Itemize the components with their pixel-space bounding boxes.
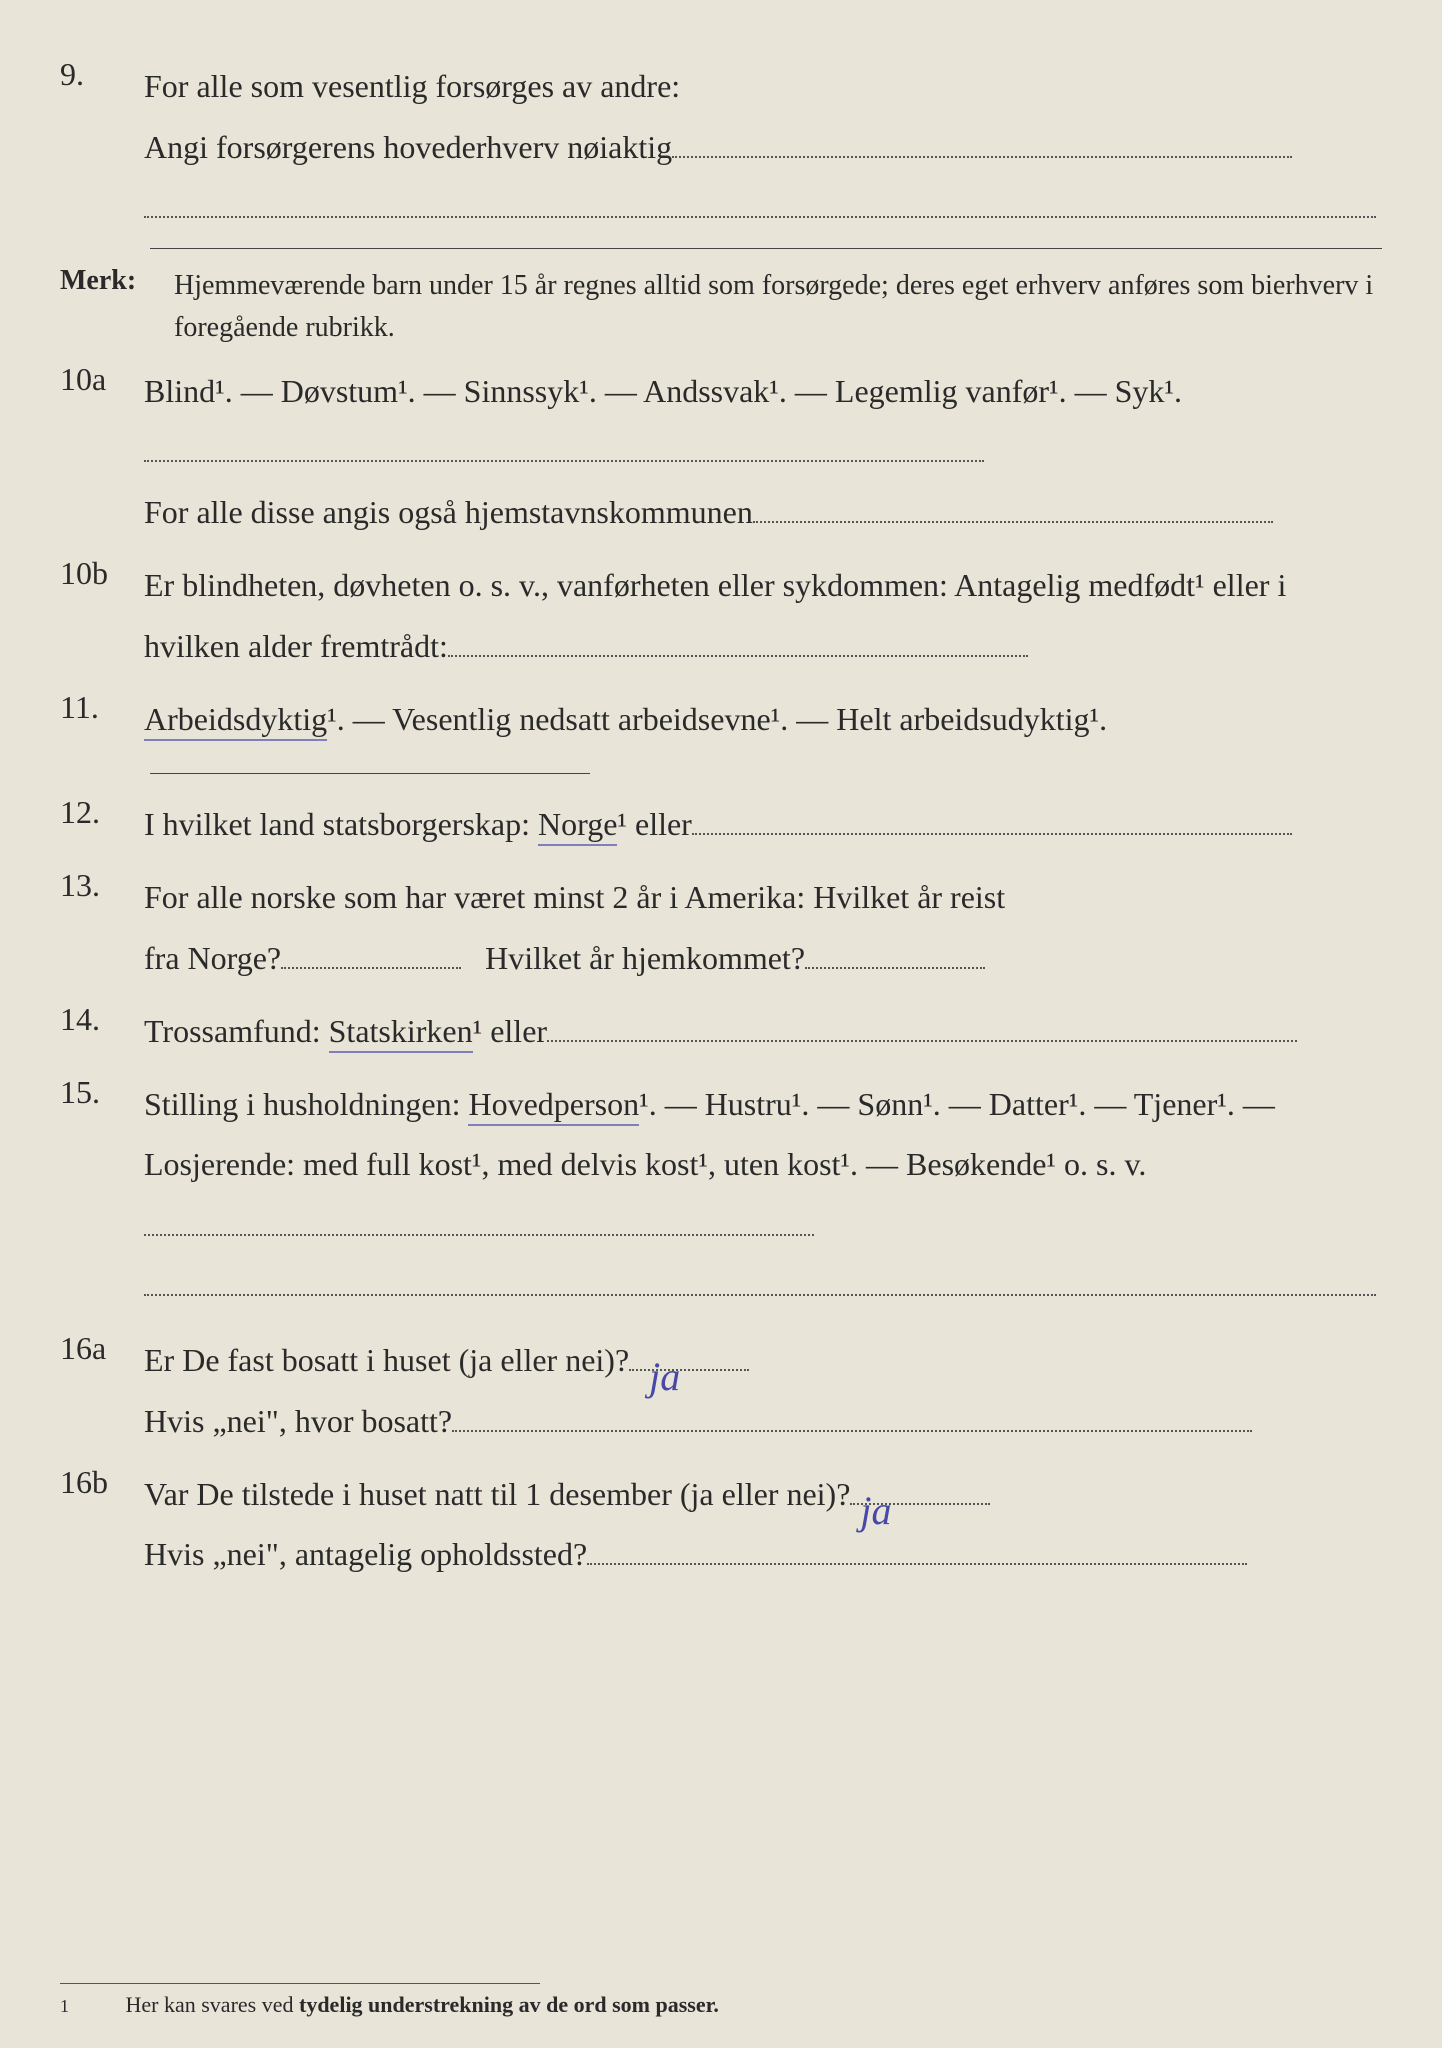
merk-label: Merk: <box>60 265 170 297</box>
q16b-number: 16b <box>60 1464 140 1501</box>
q10b-content: Er blindheten, døvheten o. s. v., vanfør… <box>144 555 1376 677</box>
question-14: 14. Trossamfund: Statskirken¹ eller <box>60 1001 1382 1062</box>
merk-note: Merk: Hjemmeværende barn under 15 år reg… <box>60 265 1382 349</box>
q16b-q1: Var De tilstede i huset natt til 1 desem… <box>144 1476 850 1512</box>
dotted-fill <box>587 1563 1247 1565</box>
q16a-number: 16a <box>60 1330 140 1367</box>
dotted-fill <box>547 1040 1297 1042</box>
q11-content: Arbeidsdyktig¹. — Vesentlig nedsatt arbe… <box>144 689 1376 750</box>
dotted-fill <box>448 655 1028 657</box>
q16a-q1: Er De fast bosatt i huset (ja eller nei)… <box>144 1342 629 1378</box>
question-10a: 10a Blind¹. — Døvstum¹. — Sinnssyk¹. — A… <box>60 361 1382 543</box>
merk-text: Hjemmeværende barn under 15 år regnes al… <box>174 265 1376 349</box>
q16a-q2: Hvis „nei", hvor bosatt? <box>144 1403 452 1439</box>
q9-line1: For alle som vesentlig forsørges av andr… <box>144 68 680 104</box>
q10a-content: Blind¹. — Døvstum¹. — Sinnssyk¹. — Andss… <box>144 361 1376 543</box>
q13-line1: For alle norske som har været minst 2 år… <box>144 879 1005 915</box>
question-13: 13. For alle norske som har været minst … <box>60 867 1382 989</box>
answer-line: ja <box>850 1503 990 1505</box>
dotted-fill <box>672 156 1292 158</box>
q10a-line2: For alle disse angis også hjemstavnskomm… <box>144 494 753 530</box>
q9-line2a: Angi forsørgerens hovederhverv nøiaktig <box>144 129 672 165</box>
q15-underlined: Hovedperson <box>468 1086 639 1122</box>
footnote-text-b: tydelig understrekning av de ord som pas… <box>299 1992 719 2017</box>
q13-line2a: fra Norge? <box>144 940 281 976</box>
q10a-options: Blind¹. — Døvstum¹. — Sinnssyk¹. — Andss… <box>144 373 1182 409</box>
q12-underlined: Norge <box>538 806 617 842</box>
q9-number: 9. <box>60 56 140 93</box>
q16a-answer: ja <box>649 1339 680 1415</box>
divider-short <box>150 773 590 774</box>
dotted-fill <box>692 833 1292 835</box>
q10b-number: 10b <box>60 555 140 592</box>
answer-line: ja <box>629 1369 749 1371</box>
question-16b: 16b Var De tilstede i huset natt til 1 d… <box>60 1464 1382 1586</box>
q11-rest: ¹. — Vesentlig nedsatt arbeidsevne¹. — H… <box>327 701 1107 737</box>
footnote-rule <box>60 1983 540 1984</box>
q16a-content: Er De fast bosatt i huset (ja eller nei)… <box>144 1330 1376 1452</box>
question-10b: 10b Er blindheten, døvheten o. s. v., va… <box>60 555 1382 677</box>
dotted-fill <box>281 967 461 969</box>
q12-content: I hvilket land statsborgerskap: Norge¹ e… <box>144 794 1376 855</box>
q11-underlined: Arbeidsdyktig <box>144 701 327 737</box>
dotted-fill <box>753 521 1273 523</box>
question-15: 15. Stilling i husholdningen: Hovedperso… <box>60 1074 1382 1310</box>
q15-number: 15. <box>60 1074 140 1111</box>
q13-number: 13. <box>60 867 140 904</box>
q13-line2b: Hvilket år hjemkommet? <box>485 940 805 976</box>
dotted-fill <box>144 460 984 462</box>
q10b-text: Er blindheten, døvheten o. s. v., vanfør… <box>144 567 1286 664</box>
footnote: 1 Her kan svares ved tydelig understrekn… <box>60 1983 719 2018</box>
q14-after: ¹ eller <box>473 1013 547 1049</box>
question-16a: 16a Er De fast bosatt i huset (ja eller … <box>60 1330 1382 1452</box>
dotted-fill <box>805 967 985 969</box>
q11-number: 11. <box>60 689 140 726</box>
q16b-q2: Hvis „nei", antagelig opholdssted? <box>144 1536 587 1572</box>
q12-after: ¹ eller <box>617 806 691 842</box>
q13-content: For alle norske som har været minst 2 år… <box>144 867 1376 989</box>
dotted-fill-full <box>144 1276 1376 1296</box>
q10a-number: 10a <box>60 361 140 398</box>
q14-content: Trossamfund: Statskirken¹ eller <box>144 1001 1376 1062</box>
q14-text: Trossamfund: <box>144 1013 329 1049</box>
question-12: 12. I hvilket land statsborgerskap: Norg… <box>60 794 1382 855</box>
q15-content: Stilling i husholdningen: Hovedperson¹. … <box>144 1074 1376 1310</box>
q14-underlined: Statskirken <box>329 1013 473 1049</box>
q16b-answer: ja <box>860 1473 891 1549</box>
dotted-fill <box>144 1234 814 1236</box>
question-11: 11. Arbeidsdyktig¹. — Vesentlig nedsatt … <box>60 689 1382 750</box>
footnote-num: 1 <box>60 1996 120 2017</box>
question-9: 9. For alle som vesentlig forsørges av a… <box>60 56 1382 232</box>
q15-text-a: Stilling i husholdningen: <box>144 1086 468 1122</box>
footnote-text-a: Her kan svares ved <box>126 1992 300 2017</box>
dotted-fill <box>452 1430 1252 1432</box>
q12-number: 12. <box>60 794 140 831</box>
divider <box>150 248 1382 249</box>
q14-number: 14. <box>60 1001 140 1038</box>
dotted-fill-full <box>144 198 1376 218</box>
q9-content: For alle som vesentlig forsørges av andr… <box>144 56 1376 232</box>
q12-text: I hvilket land statsborgerskap: <box>144 806 538 842</box>
q16b-content: Var De tilstede i huset natt til 1 desem… <box>144 1464 1376 1586</box>
